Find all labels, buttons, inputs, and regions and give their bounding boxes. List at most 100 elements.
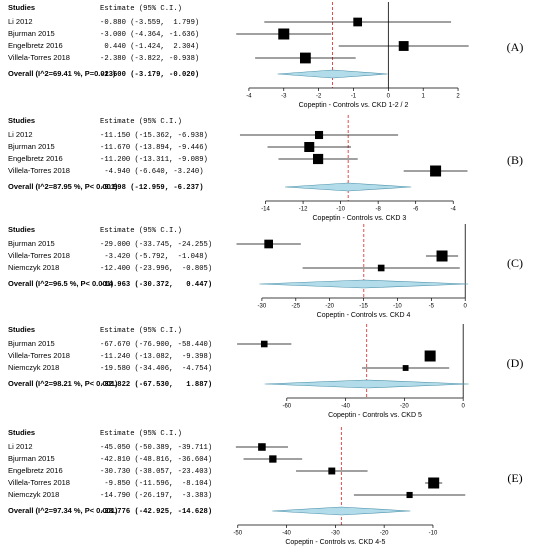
overall-label: Overall (I^2=98.21 %, P< 0.001) [8,379,118,388]
estimate-label: -2.380 (-3.822, -0.938) [100,55,199,63]
estimate-label: -42.810 (-48.816, -36.604) [100,456,212,464]
column-header: Estimate (95% C.I.) [100,430,182,438]
x-tick-label: 0 [462,404,466,410]
x-tick-label: -2 [316,94,322,100]
overall-estimate: -9.598 (-12.959, -6.237) [100,184,204,192]
forest-panel: Studies Estimate (95% C.I.) Bjurman 2015 -6… [8,324,523,419]
x-tick-label: -20 [325,304,334,310]
column-header: Estimate (95% C.I.) [100,118,182,126]
column-header: Estimate (95% C.I.) [100,327,182,335]
panel-label: (B) [507,153,523,167]
estimate-square [428,477,440,489]
study-name: Engelbretz 2016 [8,154,63,163]
study-name: Niemczyk 2018 [8,363,59,372]
estimate-label: -11.200 (-13.311, -9.089) [100,156,208,164]
estimate-label: -14.790 (-26.197, -3.383) [100,492,212,500]
x-axis-title: Copeptin - Controls vs. CKD 4-5 [285,539,385,546]
x-tick-label: -15 [359,304,368,310]
estimate-label: -67.670 (-76.900, -58.440) [100,341,212,349]
estimate-label: -30.730 (-38.057, -23.403) [100,468,212,476]
x-tick-label: -30 [258,304,267,310]
overall-label: Overall (I^2=69.41 %, P=0.023) [8,69,116,78]
estimate-square [258,443,266,451]
x-tick-label: -10 [393,304,402,310]
estimate-square [406,491,413,499]
x-tick-label: 2 [456,94,460,100]
column-header: Estimate (95% C.I.) [100,227,182,235]
estimate-label: -11.240 (-13.082, -9.398) [100,353,212,361]
overall-label: Overall (I^2=96.5 %, P< 0.001) [8,279,114,288]
panel-label: (E) [507,471,522,485]
estimate-label: -29.000 (-33.745, -24.255) [100,241,212,249]
overall-estimate: -32.822 (-67.530, 1.887) [100,381,212,389]
x-tick-label: -14 [261,207,270,213]
study-name: Villela-Torres 2018 [8,166,70,175]
estimate-square [260,340,268,348]
estimate-label: -11.150 (-15.362, -6.938) [100,132,208,140]
x-tick-label: -50 [233,531,242,537]
estimate-label: -45.050 (-50.389, -39.711) [100,444,212,452]
estimate-square [304,142,315,152]
x-tick-label: -10 [429,531,438,537]
forest-panel: Studies Estimate (95% C.I.) Li 2012 -0.880 … [8,2,523,109]
study-name: Bjurman 2015 [8,339,55,348]
estimate-square [402,365,409,371]
column-header: Studies [8,116,35,125]
study-name: Niemczyk 2018 [8,263,59,272]
estimate-square [278,28,290,40]
column-header: Studies [8,225,35,234]
forest-panel: Studies Estimate (95% C.I.) Li 2012 -11.150… [8,115,523,222]
overall-label: Overall (I^2=87.95 %, P< 0.001) [8,182,118,191]
estimate-label: -12.400 (-23.996, -0.805) [100,265,212,273]
overall-diamond [272,506,411,516]
study-name: Villela-Torres 2018 [8,351,70,360]
x-tick-label: 0 [387,94,391,100]
x-tick-label: -40 [341,404,350,410]
estimate-square [430,165,442,177]
overall-estimate: -1.600 (-3.179, -0.020) [100,71,199,79]
x-tick-label: -20 [380,531,389,537]
overall-diamond [264,379,469,389]
estimate-square [314,130,324,140]
estimate-label: -11.670 (-13.894, -9.446) [100,144,208,152]
estimate-square [313,153,324,165]
study-name: Li 2012 [8,442,33,451]
study-name: Li 2012 [8,130,33,139]
x-tick-label: -4 [451,207,457,213]
estimate-square [353,17,363,27]
x-tick-label: -30 [331,531,340,537]
estimate-label: 0.440 (-1.424, 2.304) [100,43,199,51]
column-header: Studies [8,325,35,334]
x-tick-label: -5 [429,304,435,310]
x-axis-title: Copeptin - Controls vs. CKD 5 [328,412,422,419]
estimate-square [269,455,277,463]
study-name: Villela-Torres 2018 [8,53,70,62]
overall-estimate: -28.776 (-42.925, -14.628) [100,508,212,516]
estimate-square [377,264,385,272]
column-header: Studies [8,3,35,12]
x-tick-label: -1 [351,94,357,100]
x-tick-label: 0 [464,304,468,310]
study-name: Bjurman 2015 [8,29,55,38]
estimate-square [424,350,436,362]
estimate-square [436,250,448,262]
study-name: Engelbretz 2016 [8,41,63,50]
x-tick-label: -6 [413,207,419,213]
estimate-square [328,467,336,475]
x-tick-label: -8 [375,207,381,213]
estimate-label: -0.880 (-3.559, 1.799) [100,19,199,27]
x-axis-title: Copeptin - Controls vs. CKD 1-2 / 2 [299,102,409,109]
estimate-square [299,52,311,64]
overall-diamond [259,279,469,289]
x-tick-label: -25 [291,304,300,310]
x-tick-label: -20 [400,404,409,410]
forest-panel: Studies Estimate (95% C.I.) Bjurman 2015 -2… [8,224,523,319]
overall-diamond [285,182,412,192]
estimate-label: -4.940 (-6.640, -3.240) [100,168,204,176]
estimate-label: -3.000 (-4.364, -1.636) [100,31,199,39]
study-name: Bjurman 2015 [8,142,55,151]
estimate-square [264,239,273,249]
overall-estimate: -14.963 (-30.372, 0.447) [100,281,212,289]
estimate-label: -9.850 (-11.596, -8.104) [100,480,212,488]
